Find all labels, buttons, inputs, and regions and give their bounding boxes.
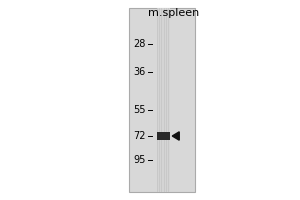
Bar (157, 8, 158, 192)
Text: 28: 28 (134, 39, 146, 49)
Bar (165, 8, 166, 192)
Bar (159, 8, 160, 192)
Bar (158, 8, 159, 192)
Bar (164, 8, 165, 192)
Bar (157, 132, 170, 140)
Text: m.spleen: m.spleen (148, 8, 200, 18)
Bar (166, 8, 167, 192)
Bar (160, 8, 161, 192)
Text: 72: 72 (134, 131, 146, 141)
Bar (129, 8, 195, 192)
Polygon shape (172, 132, 179, 140)
Bar (161, 8, 162, 192)
Text: 55: 55 (134, 105, 146, 115)
Bar (162, 8, 164, 192)
Bar (169, 8, 170, 192)
Bar (167, 8, 168, 192)
Bar (168, 8, 169, 192)
Text: 95: 95 (134, 155, 146, 165)
Text: 36: 36 (134, 67, 146, 77)
